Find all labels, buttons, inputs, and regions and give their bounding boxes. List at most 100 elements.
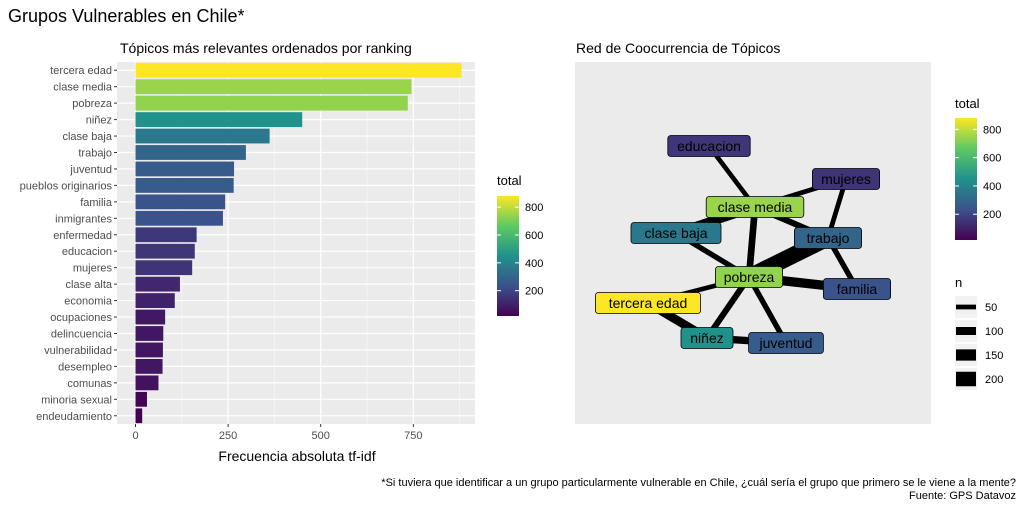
- network-node-label: clase media: [718, 199, 793, 215]
- network-node: clase media: [705, 196, 805, 218]
- bar-legend-colorbar: [497, 196, 519, 316]
- bar: [135, 243, 195, 259]
- bar-y-tick-label: endeudamiento: [36, 411, 112, 423]
- bar: [135, 112, 303, 127]
- network-node-label: niñez: [690, 330, 723, 346]
- bar-y-tick-label: minoria sexual: [41, 394, 112, 406]
- bar-x-tick-labels: 0 250 500 750: [132, 424, 423, 442]
- bar: [135, 128, 270, 144]
- legend-tick-label: 200: [983, 209, 1001, 221]
- network-node: tercera edad: [595, 292, 702, 314]
- bar: [135, 408, 143, 424]
- network-node-box: [823, 278, 892, 300]
- bar-x-tick-label: 750: [404, 430, 422, 442]
- bar-y-tick-label: desempleo: [58, 361, 112, 373]
- bar-x-axis-label: Frecuencia absoluta tf-idf: [218, 448, 375, 464]
- bar: [135, 194, 226, 210]
- source-caption: Fuente: GPS Datavoz: [909, 490, 1016, 502]
- bar: [135, 276, 180, 292]
- network-nodes: educacion mujeres clase media clase baja tra…: [595, 135, 892, 354]
- bar-chart: Tópicos más relevantes ordenados por ran…: [20, 40, 544, 464]
- network-width-legend: n 50 100 150 200: [955, 275, 1003, 390]
- bar: [135, 260, 193, 276]
- bar: [135, 210, 223, 226]
- bar: [135, 161, 235, 177]
- bar-y-tick-label: pueblos originarios: [20, 180, 113, 192]
- bar: [135, 178, 234, 193]
- network-node-box: [794, 227, 863, 249]
- legend-tick-label: 400: [525, 258, 543, 270]
- network-node-box: [595, 292, 702, 314]
- network-node-label: clase baja: [644, 225, 707, 241]
- bar: [135, 95, 408, 111]
- bar-y-tick-label: clase alta: [66, 279, 113, 291]
- bar-chart-title: Tópicos más relevantes ordenados por ran…: [120, 40, 412, 56]
- bar-x-tick-label: 500: [312, 430, 330, 442]
- bar-y-tick-labels: tercera edad clase media pobreza niñez clase…: [20, 65, 117, 423]
- network-title: Red de Coocurrencia de Tópicos: [576, 40, 780, 56]
- network-node-box: [680, 327, 734, 349]
- bar-y-tick-label: vulnerabilidad: [44, 345, 112, 357]
- network-edge: [745, 203, 759, 281]
- bar-legend-ticks: 200 400 600 800: [497, 202, 543, 298]
- legend-tick-label: 800: [983, 124, 1001, 136]
- network-node-label: educacion: [677, 138, 741, 154]
- legend-tick-label: 200: [525, 286, 543, 298]
- network-node-label: juventud: [759, 335, 813, 351]
- network-legend-colorbar: [955, 118, 977, 240]
- width-legend-label: 200: [985, 374, 1003, 386]
- network-legend-title: total: [955, 96, 980, 111]
- bar-x-tick-label: 0: [132, 430, 138, 442]
- network-node-label: tercera edad: [609, 295, 688, 311]
- network-node: trabajo: [794, 227, 863, 249]
- bar-y-tick-label: enfermedad: [53, 230, 112, 242]
- bar-x-tick-label: 250: [219, 430, 237, 442]
- bar-y-tick-label: clase baja: [62, 131, 112, 143]
- bar-y-tick-label: trabajo: [78, 148, 112, 160]
- bar: [135, 62, 462, 78]
- bar-y-tick-label: mujeres: [73, 263, 113, 275]
- bar: [135, 326, 164, 341]
- network-node: familia: [823, 278, 892, 300]
- bar-y-tick-label: educacion: [62, 246, 112, 258]
- network-width-legend-title: n: [955, 275, 962, 290]
- network-node-box: [705, 196, 805, 218]
- network-node: juventud: [748, 332, 824, 354]
- legend-tick-label: 600: [525, 230, 543, 242]
- width-legend-label: 150: [985, 350, 1003, 362]
- width-legend-label: 50: [985, 302, 997, 314]
- bar-y-tick-label: inmigrantes: [55, 213, 112, 225]
- network-node: niñez: [680, 327, 734, 349]
- network-chart: Red de Coocurrencia de Tópicos educacion…: [575, 40, 1003, 424]
- network-node-box: [812, 168, 881, 190]
- network-edge: [746, 274, 789, 346]
- bar-y-tick-label: delincuencia: [51, 329, 113, 341]
- legend-tick-label: 400: [983, 181, 1001, 193]
- bar-y-tick-label: juventud: [69, 164, 112, 176]
- width-legend-label: 100: [985, 326, 1003, 338]
- bar: [135, 391, 147, 407]
- network-node-label: trabajo: [807, 230, 850, 246]
- network-node-box: [715, 266, 784, 288]
- bar: [135, 293, 175, 308]
- bar-y-tick-label: economia: [64, 296, 113, 308]
- bar-y-tick-label: ocupaciones: [50, 312, 112, 324]
- bar-y-tick-label: tercera edad: [50, 65, 112, 77]
- bar: [135, 359, 163, 374]
- network-node: educacion: [667, 135, 751, 157]
- legend-tick-label: 600: [983, 153, 1001, 165]
- footnote: *Si tuviera que identificar a un grupo p…: [381, 477, 1016, 489]
- network-legend-ticks: 200 400 600 800: [955, 124, 1001, 221]
- bar: [135, 309, 166, 325]
- bar: [135, 227, 197, 243]
- bar: [135, 145, 246, 160]
- network-width-legend-keys: 50 100 150 200: [955, 296, 1003, 390]
- bar: [135, 79, 412, 95]
- bar-y-tick-label: familia: [80, 197, 113, 209]
- bar: [135, 375, 159, 391]
- bar-legend-title: total: [497, 173, 522, 188]
- bar-y-tick-label: pobreza: [72, 98, 113, 110]
- network-node: mujeres: [812, 168, 881, 190]
- network-node: pobreza: [715, 266, 784, 288]
